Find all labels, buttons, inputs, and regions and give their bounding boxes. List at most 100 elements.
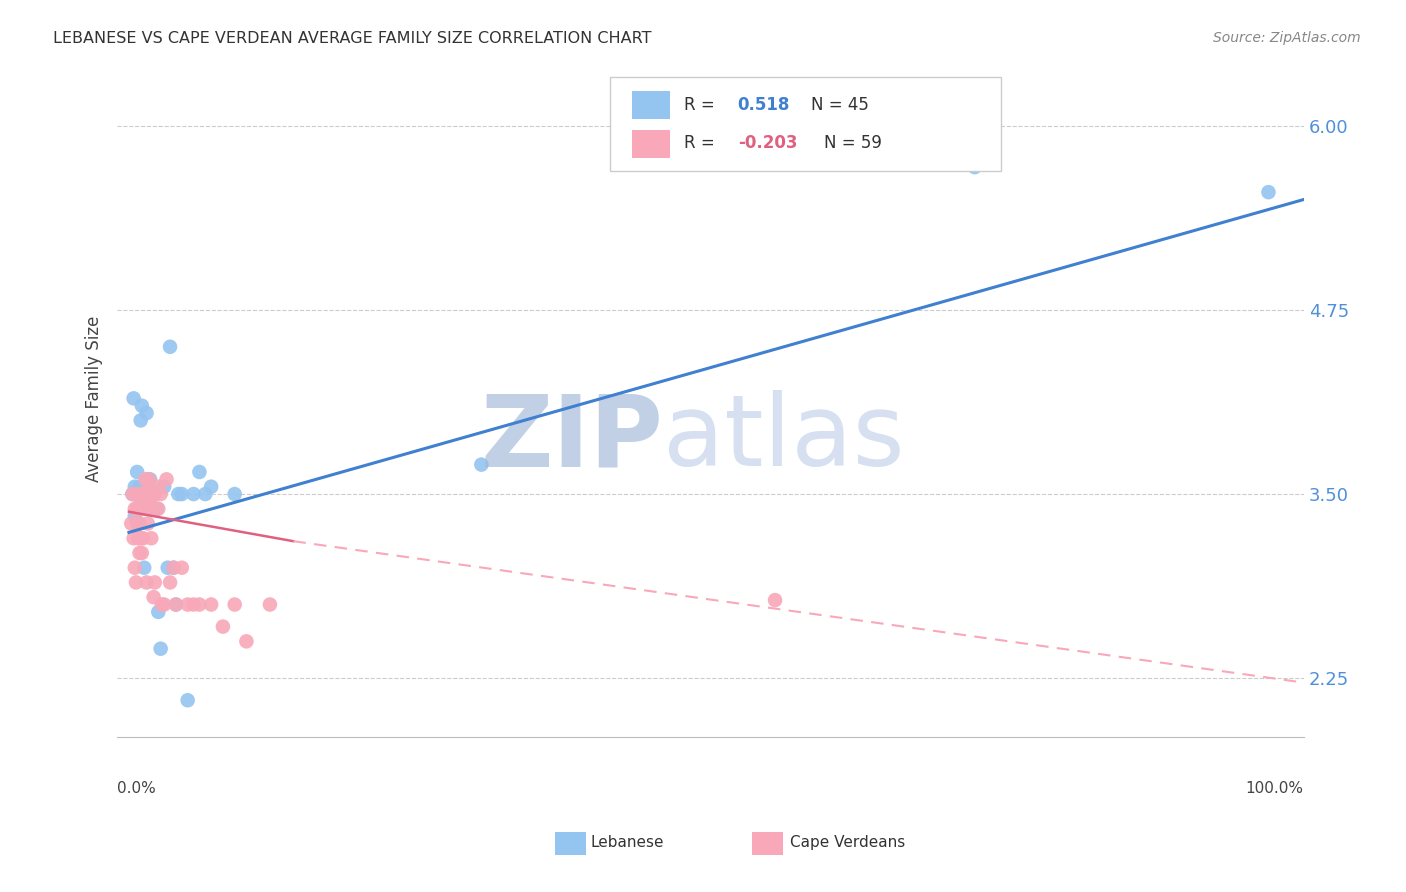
Point <box>963 160 986 174</box>
Point <box>763 593 786 607</box>
Point <box>165 598 187 612</box>
Point <box>156 560 179 574</box>
Point <box>143 501 166 516</box>
Point <box>124 501 146 516</box>
Point <box>128 501 150 516</box>
Point <box>125 487 148 501</box>
Point <box>141 487 163 501</box>
Point <box>141 531 163 545</box>
Point <box>134 472 156 486</box>
Text: 0.518: 0.518 <box>738 95 790 113</box>
Point <box>134 487 156 501</box>
Point <box>125 487 148 501</box>
Point <box>139 480 162 494</box>
Point <box>141 487 163 501</box>
Point <box>142 590 165 604</box>
Point <box>1257 185 1279 199</box>
Point <box>159 575 181 590</box>
Point <box>149 487 172 501</box>
Point <box>127 465 149 479</box>
Point <box>124 509 146 524</box>
Point <box>141 501 163 516</box>
Point <box>136 494 159 508</box>
Point <box>148 480 170 494</box>
Point <box>200 598 222 612</box>
Point <box>142 487 165 501</box>
Point <box>129 501 152 516</box>
Point <box>128 480 150 494</box>
Text: ZIP: ZIP <box>479 391 664 488</box>
Point <box>127 501 149 516</box>
FancyBboxPatch shape <box>633 91 671 120</box>
Point <box>183 598 205 612</box>
Point <box>224 598 246 612</box>
Point <box>188 598 211 612</box>
Text: atlas: atlas <box>664 391 904 488</box>
Point <box>143 487 166 501</box>
Point <box>128 487 150 501</box>
Point <box>124 480 146 494</box>
Point <box>162 560 184 574</box>
Point <box>148 605 170 619</box>
Point <box>259 598 281 612</box>
Point <box>134 501 156 516</box>
Text: N = 45: N = 45 <box>811 95 869 113</box>
Point <box>131 501 153 516</box>
Point <box>132 487 155 501</box>
Point <box>188 465 211 479</box>
Y-axis label: Average Family Size: Average Family Size <box>86 315 103 482</box>
Point <box>128 516 150 531</box>
Point <box>135 487 157 501</box>
Point <box>150 598 173 612</box>
Point <box>153 598 176 612</box>
Point <box>170 560 193 574</box>
Point <box>170 487 193 501</box>
Point <box>139 472 162 486</box>
Point <box>200 480 222 494</box>
Point <box>127 487 149 501</box>
Point <box>127 487 149 501</box>
Point <box>176 693 198 707</box>
Point <box>235 634 257 648</box>
Text: N = 59: N = 59 <box>824 135 882 153</box>
Text: LEBANESE VS CAPE VERDEAN AVERAGE FAMILY SIZE CORRELATION CHART: LEBANESE VS CAPE VERDEAN AVERAGE FAMILY … <box>53 31 652 46</box>
Text: Source: ZipAtlas.com: Source: ZipAtlas.com <box>1213 31 1361 45</box>
Point <box>120 516 142 531</box>
Point <box>131 546 153 560</box>
Point <box>127 516 149 531</box>
Point <box>165 598 187 612</box>
Point <box>125 575 148 590</box>
Point <box>122 531 145 545</box>
Point <box>138 487 160 501</box>
Point <box>143 575 166 590</box>
Text: 100.0%: 100.0% <box>1246 781 1303 797</box>
FancyBboxPatch shape <box>633 130 671 158</box>
Text: 0.0%: 0.0% <box>117 781 156 797</box>
Point <box>122 392 145 406</box>
Point <box>141 487 163 501</box>
Point <box>124 560 146 574</box>
Point <box>129 531 152 545</box>
Point <box>139 494 162 508</box>
Point <box>129 494 152 508</box>
Point <box>135 487 157 501</box>
Point <box>131 399 153 413</box>
Point <box>149 641 172 656</box>
Point <box>129 487 152 501</box>
Point <box>194 487 217 501</box>
Point <box>212 619 235 633</box>
Point <box>134 487 156 501</box>
Text: R =: R = <box>685 135 720 153</box>
Point <box>127 501 149 516</box>
Text: -0.203: -0.203 <box>738 135 797 153</box>
Point <box>146 501 169 516</box>
Point <box>138 472 160 486</box>
Point <box>155 472 177 486</box>
Point <box>134 560 156 574</box>
Point <box>121 487 143 501</box>
Point <box>167 487 190 501</box>
Point <box>131 487 153 501</box>
Point <box>134 501 156 516</box>
Point <box>136 472 159 486</box>
Point <box>176 598 198 612</box>
